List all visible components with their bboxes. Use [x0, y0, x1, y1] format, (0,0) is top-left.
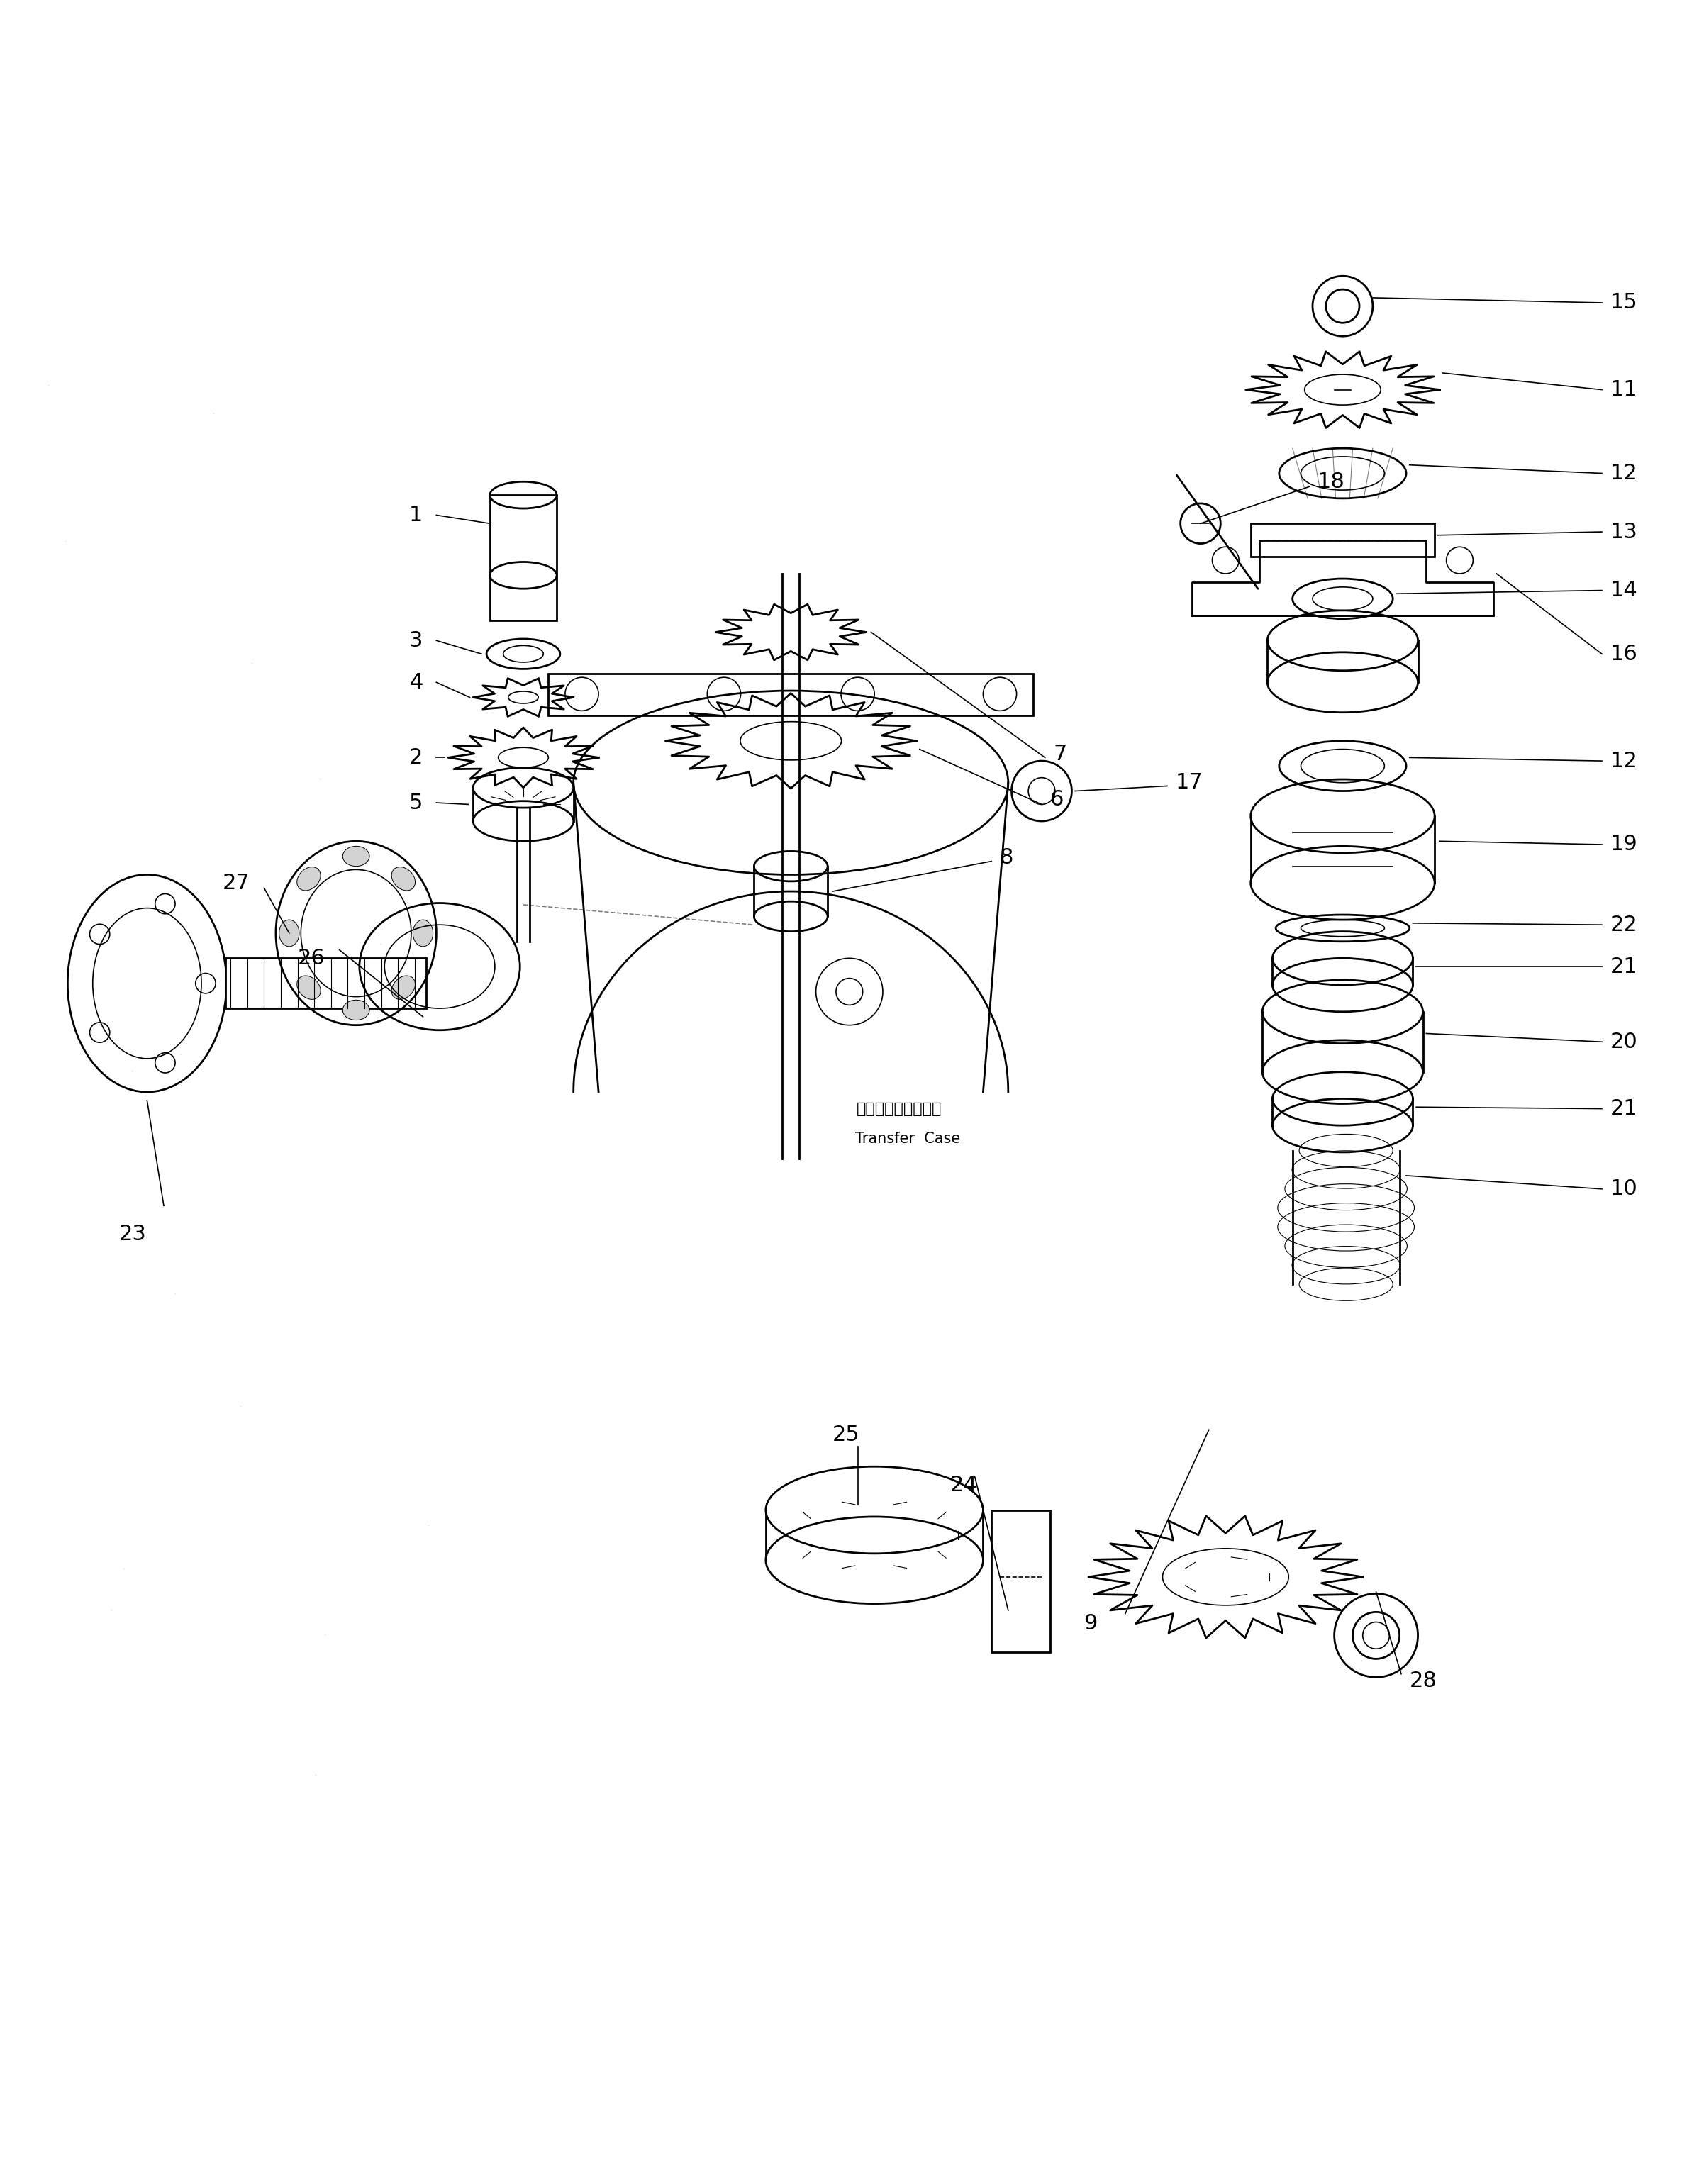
Text: 8: 8 — [999, 847, 1014, 869]
Text: 6: 6 — [1050, 788, 1063, 810]
Text: 1: 1 — [409, 505, 422, 526]
Text: トランスファケース: トランスファケース — [856, 1101, 942, 1116]
Text: 27: 27 — [222, 874, 251, 893]
Text: 21: 21 — [1610, 1099, 1638, 1118]
Text: 22: 22 — [1610, 915, 1638, 935]
Ellipse shape — [343, 1000, 370, 1020]
Text: 12: 12 — [1610, 463, 1638, 483]
Text: 25: 25 — [833, 1424, 860, 1446]
Text: 5: 5 — [409, 793, 422, 812]
Bar — [489, 496, 557, 620]
Text: 24: 24 — [950, 1474, 977, 1496]
Text: 16: 16 — [1610, 644, 1638, 664]
Text: 2: 2 — [409, 747, 422, 769]
Text: 18: 18 — [1317, 472, 1346, 491]
Bar — [225, 959, 426, 1009]
Bar — [1251, 524, 1435, 557]
Ellipse shape — [279, 919, 299, 946]
Text: 15: 15 — [1610, 293, 1638, 312]
Text: 13: 13 — [1610, 522, 1638, 542]
Text: 4: 4 — [409, 673, 422, 692]
Text: 14: 14 — [1610, 581, 1638, 601]
Bar — [548, 675, 1033, 716]
Text: 12: 12 — [1610, 751, 1638, 771]
Ellipse shape — [343, 845, 370, 867]
Text: Transfer  Case: Transfer Case — [856, 1131, 960, 1147]
Text: 28: 28 — [1410, 1671, 1436, 1690]
Bar — [991, 1509, 1050, 1651]
Text: 23: 23 — [119, 1223, 146, 1245]
Text: 26: 26 — [298, 948, 325, 968]
Text: 9: 9 — [1083, 1614, 1097, 1634]
Ellipse shape — [392, 867, 415, 891]
Text: 3: 3 — [409, 631, 422, 651]
Ellipse shape — [392, 976, 415, 1000]
Text: 19: 19 — [1610, 834, 1638, 854]
Ellipse shape — [412, 919, 432, 946]
Text: 10: 10 — [1610, 1179, 1638, 1199]
Text: 7: 7 — [1053, 745, 1066, 764]
Ellipse shape — [298, 976, 321, 1000]
Text: 11: 11 — [1610, 380, 1638, 400]
Ellipse shape — [298, 867, 321, 891]
Text: 17: 17 — [1176, 773, 1203, 793]
Text: 20: 20 — [1610, 1031, 1638, 1053]
Text: 21: 21 — [1610, 957, 1638, 976]
